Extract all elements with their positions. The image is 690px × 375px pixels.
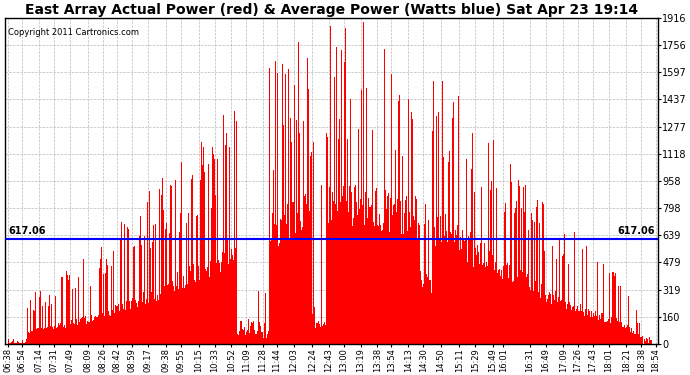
- Text: 617.06: 617.06: [9, 226, 46, 236]
- Title: East Array Actual Power (red) & Average Power (Watts blue) Sat Apr 23 19:14: East Array Actual Power (red) & Average …: [25, 3, 638, 17]
- Text: Copyright 2011 Cartronics.com: Copyright 2011 Cartronics.com: [8, 28, 139, 37]
- Text: 617.06: 617.06: [617, 226, 655, 236]
